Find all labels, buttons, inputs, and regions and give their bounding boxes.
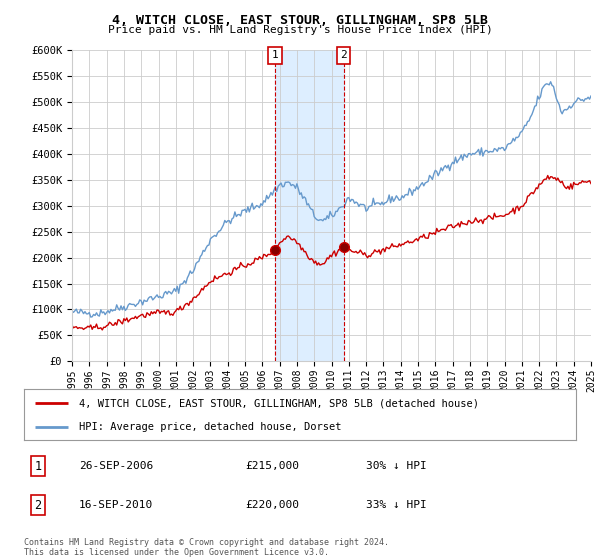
Text: Contains HM Land Registry data © Crown copyright and database right 2024.
This d: Contains HM Land Registry data © Crown c… — [24, 538, 389, 557]
Text: 30% ↓ HPI: 30% ↓ HPI — [366, 461, 427, 471]
Text: 2: 2 — [340, 50, 347, 60]
Text: 26-SEP-2006: 26-SEP-2006 — [79, 461, 154, 471]
Text: 33% ↓ HPI: 33% ↓ HPI — [366, 501, 427, 510]
Text: £220,000: £220,000 — [245, 501, 299, 510]
Text: 1: 1 — [272, 50, 278, 60]
Text: 4, WITCH CLOSE, EAST STOUR, GILLINGHAM, SP8 5LB: 4, WITCH CLOSE, EAST STOUR, GILLINGHAM, … — [112, 14, 488, 27]
Text: Price paid vs. HM Land Registry's House Price Index (HPI): Price paid vs. HM Land Registry's House … — [107, 25, 493, 35]
Text: 2: 2 — [34, 499, 41, 512]
Text: 1: 1 — [34, 460, 41, 473]
Bar — [275, 50, 344, 361]
Text: HPI: Average price, detached house, Dorset: HPI: Average price, detached house, Dors… — [79, 422, 342, 432]
Text: 4, WITCH CLOSE, EAST STOUR, GILLINGHAM, SP8 5LB (detached house): 4, WITCH CLOSE, EAST STOUR, GILLINGHAM, … — [79, 398, 479, 408]
Text: 16-SEP-2010: 16-SEP-2010 — [79, 501, 154, 510]
Text: £215,000: £215,000 — [245, 461, 299, 471]
